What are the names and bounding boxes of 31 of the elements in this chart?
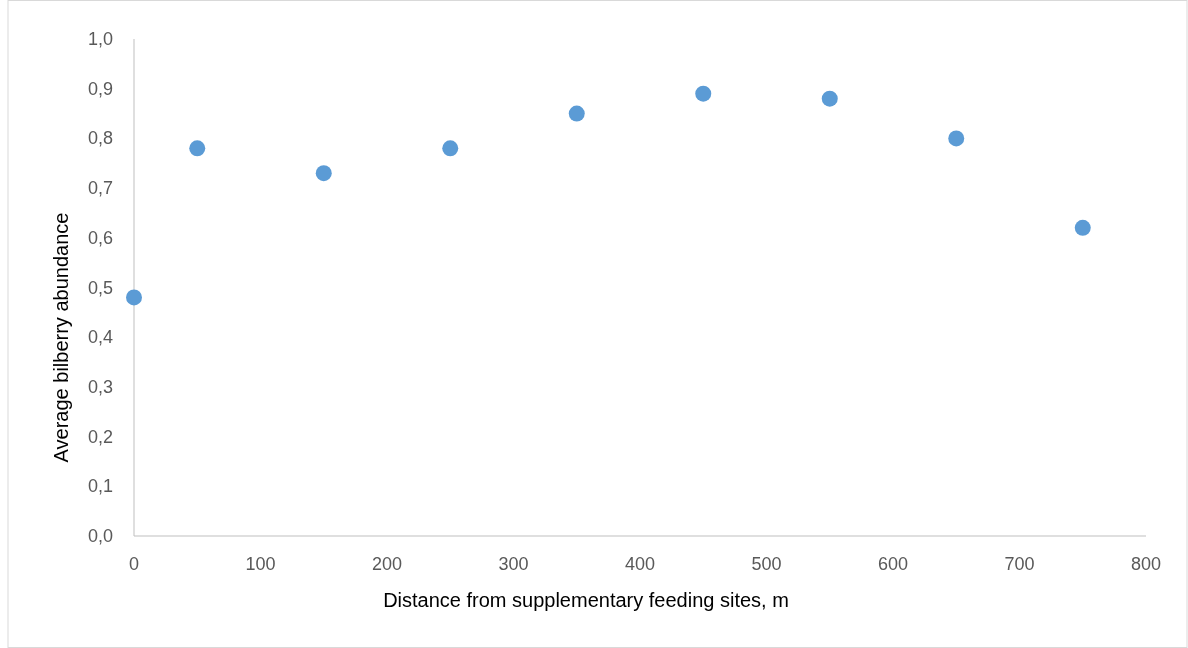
y-tick-label: 0,1 — [87, 476, 113, 497]
point — [126, 289, 142, 306]
y-tick-label: 1,0 — [87, 29, 113, 49]
point — [821, 90, 838, 107]
x-tick-label: 100 — [245, 554, 276, 574]
point — [1074, 219, 1091, 236]
point — [568, 105, 585, 122]
y-tick-label: 0,3 — [87, 376, 113, 397]
y-axis-title: Average bilberry abundance — [50, 212, 72, 463]
y-tick-label: 0,2 — [87, 426, 113, 447]
point — [315, 165, 332, 182]
x-tick-label: 800 — [1130, 554, 1162, 574]
y-tick-label: 0,5 — [87, 277, 113, 298]
point — [948, 130, 965, 147]
x-tick-label: 500 — [751, 554, 782, 574]
x-tick-label: 0 — [128, 554, 140, 574]
x-tick-label: 200 — [371, 554, 403, 574]
y-tick-label: 0,0 — [87, 526, 113, 546]
y-tick-label: 0,7 — [87, 178, 113, 199]
x-axis-title: Distance from supplementary feeding sites, m — [383, 589, 789, 611]
x-tick-label: 400 — [624, 554, 656, 574]
point — [442, 140, 459, 157]
x-tick-label: 700 — [1004, 554, 1035, 574]
y-tick-label: 0,8 — [87, 128, 113, 149]
y-tick-label: 0,6 — [87, 227, 113, 248]
y-tick-label: 0,4 — [87, 327, 113, 348]
point — [189, 140, 206, 157]
point — [695, 85, 712, 102]
x-tick-label: 300 — [498, 554, 529, 574]
y-tick-label: 0,9 — [87, 78, 113, 99]
x-tick-label: 600 — [877, 554, 909, 574]
